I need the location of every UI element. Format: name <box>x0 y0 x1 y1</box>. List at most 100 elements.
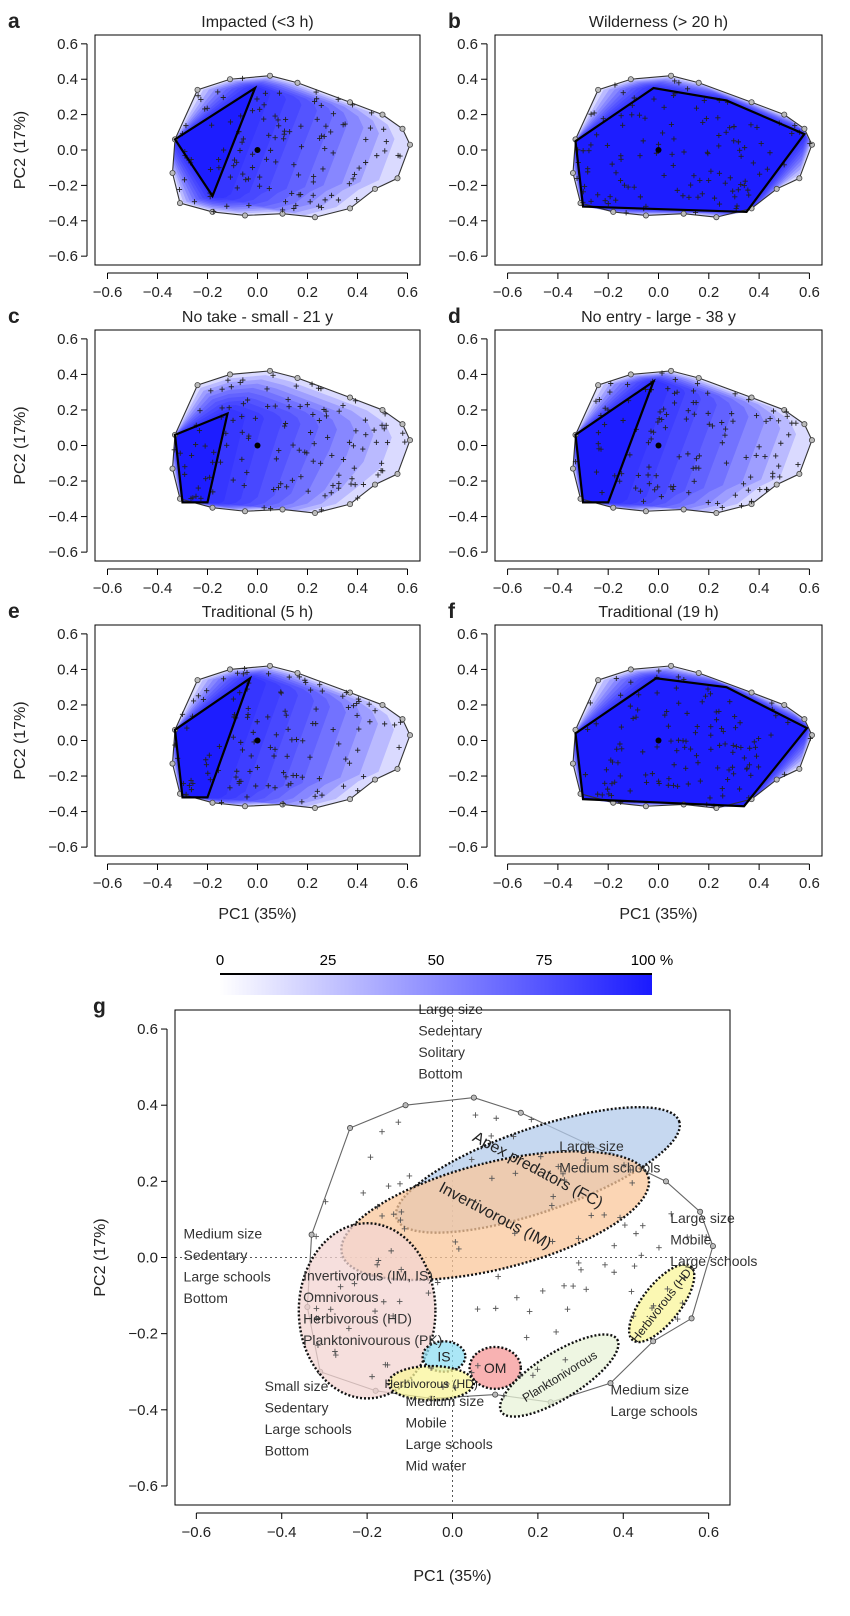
y-tick-label: −0.2 <box>48 768 78 785</box>
hull-vertex <box>801 421 808 428</box>
species-point <box>381 426 387 432</box>
species-point <box>330 726 336 733</box>
species-point <box>643 779 650 785</box>
species-point <box>183 123 189 129</box>
species-point <box>537 1153 544 1160</box>
hull-vertex <box>209 208 216 215</box>
species-point <box>379 422 385 428</box>
species-point <box>312 793 318 799</box>
species-point <box>279 207 286 213</box>
species-point <box>671 390 678 396</box>
species-point <box>360 773 367 780</box>
trait-annotation: Large size <box>418 1001 483 1017</box>
species-point <box>549 1202 555 1209</box>
species-point <box>746 397 752 403</box>
species-point <box>785 719 791 726</box>
species-point <box>211 208 217 215</box>
trait-annotation: Planktonivourous (PK) <box>303 1332 442 1348</box>
species-point <box>640 138 646 144</box>
hull-vertex <box>209 799 216 806</box>
species-point <box>666 776 672 782</box>
species-point <box>511 1230 518 1237</box>
species-point <box>210 489 216 495</box>
species-point <box>715 765 721 771</box>
species-point <box>355 747 361 753</box>
species-point <box>311 98 318 105</box>
species-point <box>204 688 210 694</box>
species-point <box>215 156 222 163</box>
species-point <box>400 430 406 436</box>
panel-letter: d <box>448 305 461 328</box>
assemblage-outline <box>574 86 807 214</box>
species-point <box>652 487 658 493</box>
species-point <box>355 788 361 794</box>
species-point <box>700 119 706 125</box>
species-point <box>247 768 253 775</box>
plot-frame <box>94 34 421 266</box>
x-tick-label: −0.6 <box>93 580 123 597</box>
species-point <box>640 498 647 504</box>
species-point <box>320 166 326 172</box>
colorbar-tick-label: 0 <box>216 952 224 969</box>
species-point <box>618 153 624 159</box>
species-point <box>717 742 723 748</box>
species-point <box>534 1366 541 1373</box>
species-point <box>350 703 357 709</box>
species-point <box>684 710 690 716</box>
hull-vertex <box>371 185 378 192</box>
species-point <box>656 780 662 787</box>
y-tick-label: 0.2 <box>457 402 478 419</box>
species-point <box>669 151 675 157</box>
panel-title: Wilderness (> 20 h) <box>589 14 728 31</box>
species-point <box>313 89 319 95</box>
species-point <box>237 147 243 154</box>
species-point <box>654 690 660 696</box>
species-point <box>363 159 369 166</box>
species-point <box>282 116 289 123</box>
species-point <box>620 417 626 424</box>
species-point <box>595 430 602 436</box>
species-point <box>691 411 697 417</box>
species-point <box>706 177 712 184</box>
y-tick-label: −0.6 <box>48 839 78 856</box>
species-point <box>267 147 274 153</box>
species-point <box>625 184 631 190</box>
species-point <box>714 500 721 507</box>
species-point <box>770 408 777 414</box>
species-point <box>729 411 735 417</box>
hull-vertex <box>470 1094 477 1101</box>
species-point <box>367 719 373 725</box>
x-tick-label: 0.6 <box>397 284 418 301</box>
species-point <box>390 1313 396 1319</box>
hull-vertex <box>379 701 386 708</box>
species-point <box>613 170 619 176</box>
hull-vertex <box>517 1109 524 1116</box>
species-point <box>732 194 738 200</box>
species-point <box>731 138 737 144</box>
hull-vertex <box>266 72 273 79</box>
species-point <box>360 446 366 452</box>
species-point <box>289 737 295 743</box>
hull-vertex <box>642 803 649 810</box>
species-point <box>713 709 719 715</box>
hull-vertex <box>607 1380 614 1387</box>
species-point <box>224 442 230 448</box>
species-point <box>313 721 319 727</box>
species-point <box>239 456 245 462</box>
species-point <box>266 132 272 138</box>
species-point <box>382 721 388 727</box>
species-point <box>735 139 741 145</box>
species-point <box>322 1198 329 1205</box>
y-tick-label: 0.4 <box>457 366 478 383</box>
species-point <box>631 184 637 190</box>
trait-annotation: Herbivorous (HD) <box>303 1310 412 1326</box>
species-point <box>321 406 327 413</box>
species-point <box>374 1203 381 1210</box>
species-point <box>661 406 667 412</box>
species-point <box>276 447 282 454</box>
species-point <box>583 1286 590 1293</box>
y-tick-label: 0.0 <box>57 733 78 750</box>
species-point <box>578 1267 584 1273</box>
species-point <box>354 700 360 707</box>
species-point <box>748 474 754 480</box>
